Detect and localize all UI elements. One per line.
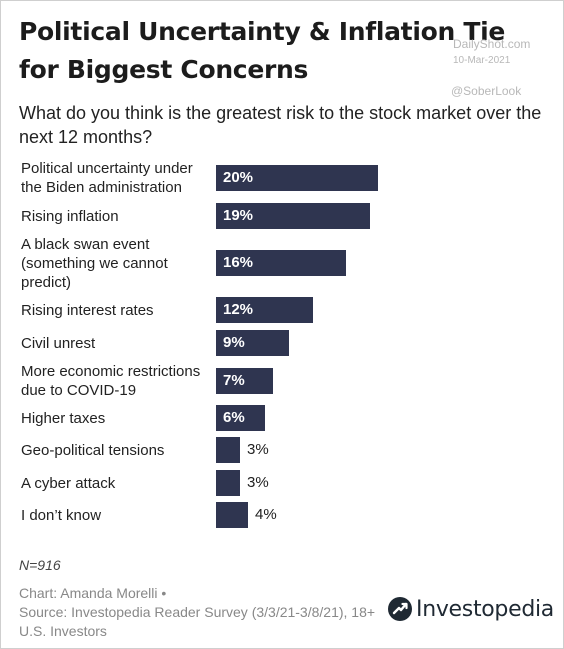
bar (216, 368, 273, 394)
sample-size: N=916 (19, 557, 61, 573)
category-label: Higher taxes (21, 409, 106, 427)
watermark-handle: @SoberLook (451, 84, 522, 98)
category-label: Rising inflation (21, 207, 119, 225)
category-label: Geo-political tensions (21, 441, 165, 459)
chart-title: Political Uncertainty & Inflation Tie fo… (19, 17, 506, 84)
value-label: 3% (247, 441, 269, 458)
investopedia-logo-icon (388, 597, 412, 621)
category-label: A black swan event (something we cannot … (21, 235, 168, 291)
chart-source: Source: Investopedia Reader Survey (3/3/… (19, 604, 376, 639)
chart-credit: Chart: Amanda Morelli • (19, 585, 167, 601)
bar (216, 297, 313, 323)
value-label: 6% (223, 409, 245, 426)
value-label: 3% (247, 474, 269, 491)
bar (216, 165, 378, 191)
category-label: Rising interest rates (21, 301, 154, 319)
value-label: 12% (223, 301, 254, 318)
category-label: Political uncertainty under the Biden ad… (21, 160, 193, 196)
chart-subtitle: What do you think is the greatest risk t… (19, 103, 542, 147)
investopedia-logo-text: Investopedia (416, 596, 554, 622)
value-label: 19% (223, 207, 254, 224)
bar (216, 250, 346, 276)
value-label: 9% (223, 334, 245, 351)
value-label: 16% (223, 254, 254, 271)
category-label: Civil unrest (21, 334, 96, 352)
category-label: A cyber attack (21, 474, 116, 492)
bar (216, 502, 248, 528)
category-label: More economic restrictions due to COVID-… (21, 363, 201, 399)
bar (216, 203, 370, 229)
bar (216, 405, 265, 431)
investopedia-logo: Investopedia (387, 595, 554, 623)
value-label: 4% (255, 506, 277, 523)
bar (216, 437, 240, 463)
category-label: I don’t know (21, 506, 102, 524)
chart-credits: Chart: Amanda Morelli • Source: Investop… (19, 584, 399, 641)
bar (216, 470, 240, 496)
value-label: 20% (223, 169, 254, 186)
value-label: 7% (223, 372, 245, 389)
bar (216, 330, 289, 356)
watermark-source: DailyShot.com (453, 37, 531, 51)
watermark-date: 10-Mar-2021 (453, 55, 511, 66)
